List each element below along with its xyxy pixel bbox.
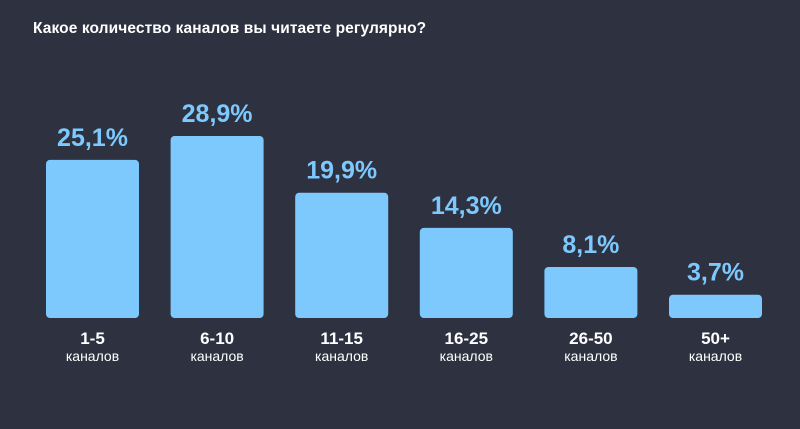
value-label-26-50: 8,1% (562, 231, 619, 259)
category-label-6-10: 6-10 (200, 329, 234, 348)
category-label-50+: 50+ (701, 329, 730, 348)
category-label-26-50: 26-50 (569, 329, 612, 348)
category-label-11-15: 11-15 (320, 329, 363, 348)
value-label-16-25: 14,3% (431, 192, 502, 220)
category-label-16-25: 16-25 (445, 329, 488, 348)
value-label-50+: 3,7% (687, 259, 744, 287)
category-label-1-5: 1-5 (80, 329, 105, 348)
category-sublabel-26-50: каналов (564, 348, 617, 364)
bar-26-50 (544, 267, 638, 318)
category-sublabel-11-15: каналов (315, 348, 368, 364)
category-sublabel-50+: каналов (689, 348, 742, 364)
bar-50+ (669, 294, 762, 318)
category-sublabel-6-10: каналов (190, 348, 243, 364)
category-sublabel-1-5: каналов (66, 348, 119, 364)
bar-6-10 (170, 136, 264, 318)
value-label-1-5: 25,1% (57, 124, 128, 152)
bar-16-25 (419, 227, 513, 318)
chart-title: Какое количество каналов вы читаете регу… (33, 20, 427, 37)
value-label-11-15: 19,9% (306, 157, 377, 185)
bar-11-15 (295, 192, 389, 318)
value-label-6-10: 28,9% (182, 100, 253, 128)
category-sublabel-16-25: каналов (440, 348, 493, 364)
bar-1-5 (46, 159, 139, 318)
